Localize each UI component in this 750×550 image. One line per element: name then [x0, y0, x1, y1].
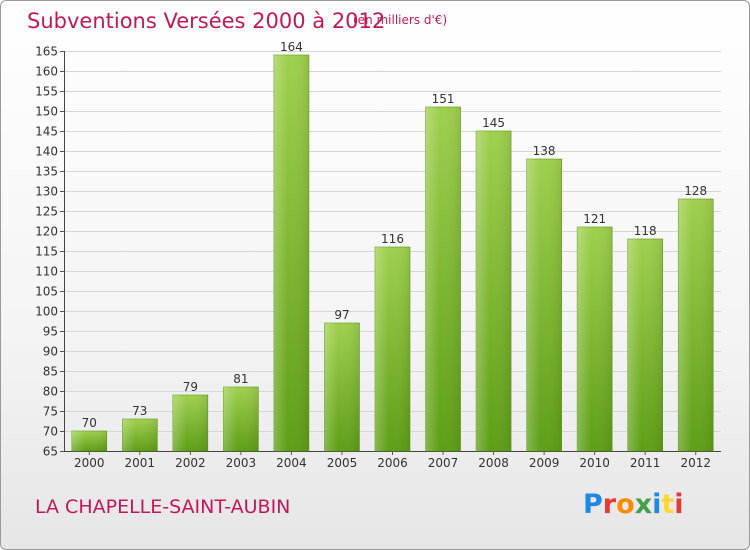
x-tick-label: 2010 [579, 456, 610, 470]
logo-letter: r [602, 489, 617, 520]
proxiti-logo: Proxiti [583, 489, 684, 520]
x-tick-label: 2008 [478, 456, 509, 470]
bar-shade [476, 131, 512, 451]
bar-shade [678, 199, 714, 451]
y-tick-label: 105 [35, 285, 58, 299]
y-tick-label: 125 [35, 205, 58, 219]
logo-letter: x [634, 489, 653, 520]
bar-shade [172, 395, 208, 451]
y-tick-label: 150 [35, 105, 58, 119]
data-label: 145 [482, 116, 505, 130]
x-tick-label: 2009 [529, 456, 560, 470]
data-label: 128 [684, 184, 707, 198]
y-tick-label: 145 [35, 125, 58, 139]
logo-letter: i [674, 489, 684, 520]
x-tick-label: 2011 [630, 456, 661, 470]
y-tick-label: 90 [43, 345, 58, 359]
value-labels: 70 73 79 81 164 97 116 151 145 138 121 118 128 [82, 40, 708, 430]
commune-name: LA CHAPELLE-SAINT-AUBIN [35, 496, 291, 518]
data-label: 121 [583, 212, 606, 226]
x-tick-label: 2004 [276, 456, 307, 470]
y-tick-label: 100 [35, 305, 58, 319]
logo-letter: t [661, 489, 675, 520]
x-tick-label: 2000 [74, 456, 105, 470]
bar-shade [375, 247, 410, 451]
logo-letter: o [616, 489, 635, 520]
bar-shade [627, 239, 663, 451]
data-label: 73 [132, 404, 147, 418]
data-label: 118 [634, 224, 657, 238]
logo-letter: i [652, 489, 662, 520]
data-label: 116 [381, 232, 404, 246]
y-tick-label: 70 [43, 425, 58, 439]
bar-shade [425, 107, 461, 451]
axes: 65 70 75 80 85 90 95 100 105 110 115 120 125 130 135 14… [35, 45, 721, 470]
data-label: 79 [183, 380, 198, 394]
x-tick-label: 2003 [226, 456, 257, 470]
y-tick-label: 120 [35, 225, 58, 239]
data-label: 138 [533, 144, 556, 158]
chart-subtitle: (en milliers d'€) [353, 13, 448, 27]
y-tick-label: 155 [35, 85, 58, 99]
data-label: 151 [432, 92, 455, 106]
bar-shade [324, 323, 360, 451]
x-tick-label: 2007 [428, 456, 459, 470]
y-tick-label: 165 [35, 45, 58, 59]
x-tick-label: 2012 [680, 456, 711, 470]
y-tick-label: 80 [43, 385, 58, 399]
data-label: 97 [334, 308, 349, 322]
logo-letter: P [583, 489, 603, 520]
x-tick-label: 2005 [327, 456, 358, 470]
y-tick-label: 65 [43, 445, 58, 459]
bar-shade [273, 55, 309, 451]
x-tick-label: 2001 [125, 456, 156, 470]
bar-shade [223, 387, 259, 451]
y-tick-label: 115 [35, 245, 58, 259]
data-label: 70 [82, 416, 97, 430]
y-tick-label: 75 [43, 405, 58, 419]
x-tick-label: 2006 [377, 456, 408, 470]
y-tick-label: 130 [35, 185, 58, 199]
y-tick-label: 85 [43, 365, 58, 379]
y-tick-label: 135 [35, 165, 58, 179]
bars [71, 54, 714, 452]
bar-shade [577, 227, 613, 451]
bar-shade [122, 419, 158, 451]
data-label: 81 [233, 372, 248, 386]
y-tick-label: 160 [35, 65, 58, 79]
y-tick-label: 110 [35, 265, 58, 279]
y-tick-label: 140 [35, 145, 58, 159]
data-label: 164 [280, 40, 303, 54]
bar-shade [526, 159, 562, 451]
y-tick-label: 95 [43, 325, 58, 339]
x-tick-label: 2002 [175, 456, 206, 470]
chart-title: Subventions Versées 2000 à 2012 [27, 9, 386, 33]
bar-shade [71, 431, 107, 451]
